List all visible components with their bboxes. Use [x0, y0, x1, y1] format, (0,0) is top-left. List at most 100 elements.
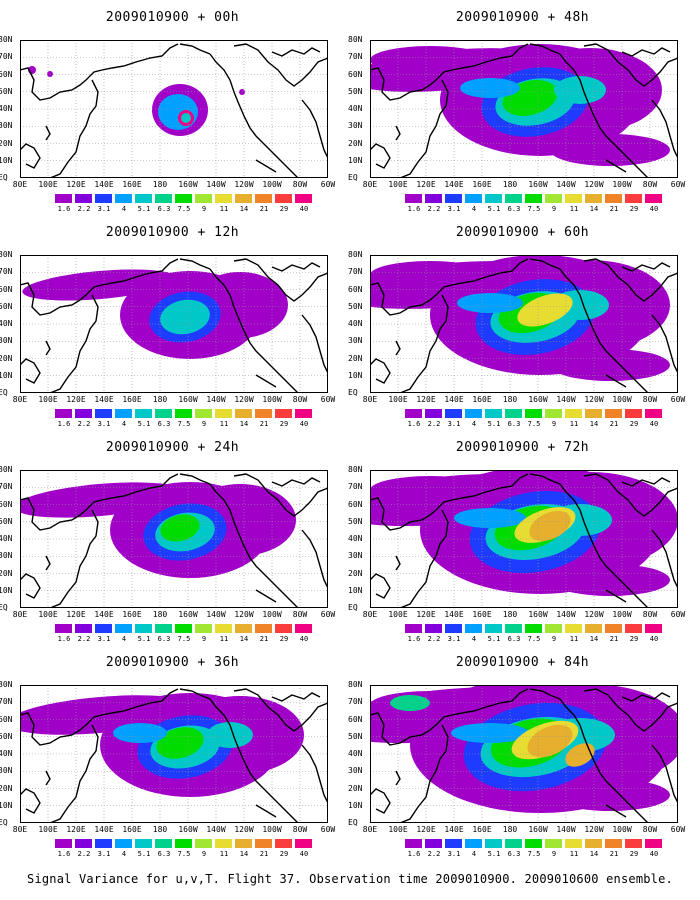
- longitude-label: 140W: [206, 180, 226, 189]
- coastline: [651, 99, 678, 159]
- latitude-label: 40N: [348, 534, 363, 543]
- colorbar-swatch: [505, 839, 522, 848]
- colorbar-level-label: 7.5: [177, 850, 191, 858]
- colorbar-level-label: 9: [201, 205, 207, 213]
- latitude-label: 20N: [348, 353, 363, 363]
- coastline: [583, 473, 678, 517]
- colorbar-swatch: [565, 839, 582, 848]
- coastline: [370, 258, 529, 316]
- longitude-label: 120W: [234, 180, 254, 189]
- variance-field-svg: [370, 40, 678, 178]
- colorbar-level-label: 7.5: [177, 205, 191, 213]
- colorbar-level-label: 7.5: [177, 420, 191, 428]
- coastline: [621, 692, 671, 702]
- coastline: [395, 770, 401, 786]
- longitude-label: 160E: [472, 395, 492, 404]
- colorbar-level-label: 21: [259, 205, 269, 213]
- longitude-label: 120E: [66, 610, 86, 619]
- coastline: [49, 79, 99, 178]
- colorbar-swatch: [155, 194, 172, 203]
- coastline: [209, 483, 299, 608]
- colorbar-level-label: 2.2: [427, 635, 441, 643]
- colorbar-swatch: [405, 624, 422, 633]
- colorbar-level-label: 1.6: [57, 205, 71, 213]
- longitude-label: 100W: [262, 825, 282, 834]
- colorbar-swatch: [115, 409, 132, 418]
- colorbar-level-label: 40: [299, 850, 309, 858]
- figure-caption: Signal Variance for u,v,T. Flight 37. Ob…: [27, 872, 673, 886]
- colorbar-level-label: 29: [629, 635, 639, 643]
- latitude-label: 70N: [0, 482, 13, 492]
- colorbar-level-label: 2.2: [77, 850, 91, 858]
- longitude-label: 160E: [472, 825, 492, 834]
- coastline: [605, 159, 627, 173]
- colorbar-level-label: 3.1: [447, 635, 461, 643]
- coastline: [20, 258, 179, 316]
- coastline: [179, 473, 211, 485]
- longitude-label: 140W: [556, 180, 576, 189]
- colorbar-swatch: [565, 409, 582, 418]
- map-panel: 2009010900 + 12h 80N 70N 60N 50N 40N 30N 20N 10N…: [0, 215, 345, 437]
- coastline: [255, 159, 277, 173]
- coastline: [20, 143, 41, 169]
- colorbar-level-label: 1.6: [57, 850, 71, 858]
- colorbar-level-label: 29: [279, 850, 289, 858]
- coastline: [621, 47, 671, 57]
- longitude-label: 140E: [444, 395, 464, 404]
- coastline: [605, 589, 627, 603]
- colorbar-level-label: 11: [219, 850, 229, 858]
- coastline: [605, 374, 627, 388]
- map-panel: 2009010900 + 48h 80N 70N 60N 50N 40N 30N 20N 10N…: [348, 0, 695, 222]
- colorbar-swatch: [425, 624, 442, 633]
- coastline: [370, 473, 529, 531]
- coastline: [370, 788, 391, 814]
- colorbar-swatch: [585, 409, 602, 418]
- colorbar-swatch: [195, 409, 212, 418]
- colorbar-swatch: [235, 624, 252, 633]
- colorbar-level-label: 3.1: [447, 850, 461, 858]
- coastline: [395, 555, 401, 571]
- colorbar-swatch: [95, 409, 112, 418]
- colorbar-level-label: 6.3: [157, 635, 171, 643]
- latitude-label: 70N: [348, 482, 363, 492]
- coastline: [399, 79, 449, 178]
- coastline: [301, 99, 328, 159]
- latitude-label: EQ: [0, 173, 8, 182]
- longitude-label: 160E: [122, 825, 142, 834]
- longitude-label: 100E: [388, 395, 408, 404]
- colorbar-level-label: 14: [589, 850, 599, 858]
- coastline: [529, 43, 561, 55]
- latitude-label: 80N: [0, 35, 13, 44]
- longitude-label: 60W: [670, 610, 686, 619]
- colorbar-swatch: [605, 839, 622, 848]
- colorbar-level-label: 9: [201, 850, 207, 858]
- longitude-label: 60W: [670, 825, 686, 834]
- latitude-label: 50N: [348, 731, 363, 741]
- longitude-label: 80W: [292, 610, 308, 619]
- colorbar-level-label: 14: [239, 850, 249, 858]
- colorbar-level-label: 14: [239, 635, 249, 643]
- colorbar-level-label: 14: [589, 420, 599, 428]
- colorbar-level-label: 3.1: [97, 850, 111, 858]
- coastline: [271, 262, 321, 272]
- colorbar-level-label: 6.3: [507, 635, 521, 643]
- longitude-label: 80E: [362, 180, 378, 189]
- longitude-label: 160W: [178, 610, 198, 619]
- colorbar-level-label: 29: [279, 205, 289, 213]
- map-area: 80N 70N 60N 50N 40N 30N 20N 10N EQ 80E 100E 120E 140…: [348, 680, 685, 834]
- longitude-label: 60W: [320, 825, 336, 834]
- colorbar-swatch: [215, 194, 232, 203]
- colorbar-level-label: 29: [629, 205, 639, 213]
- latitude-label: 70N: [348, 697, 363, 707]
- longitude-label: 160W: [178, 825, 198, 834]
- latitude-label: 10N: [0, 370, 13, 380]
- colorbar-swatch: [255, 839, 272, 848]
- colorbar-level-label: 11: [569, 635, 579, 643]
- longitude-label: 60W: [320, 180, 336, 189]
- colorbar-swatch: [55, 839, 72, 848]
- map-panel: 2009010900 + 72h 80N 70N 60N 50N 40N 30N 20N 10N…: [348, 430, 695, 652]
- colorbar-level-label: 3.1: [97, 635, 111, 643]
- colorbar-swatch: [425, 839, 442, 848]
- colorbar-swatch: [485, 409, 502, 418]
- colorbar-level-label: 6.3: [507, 205, 521, 213]
